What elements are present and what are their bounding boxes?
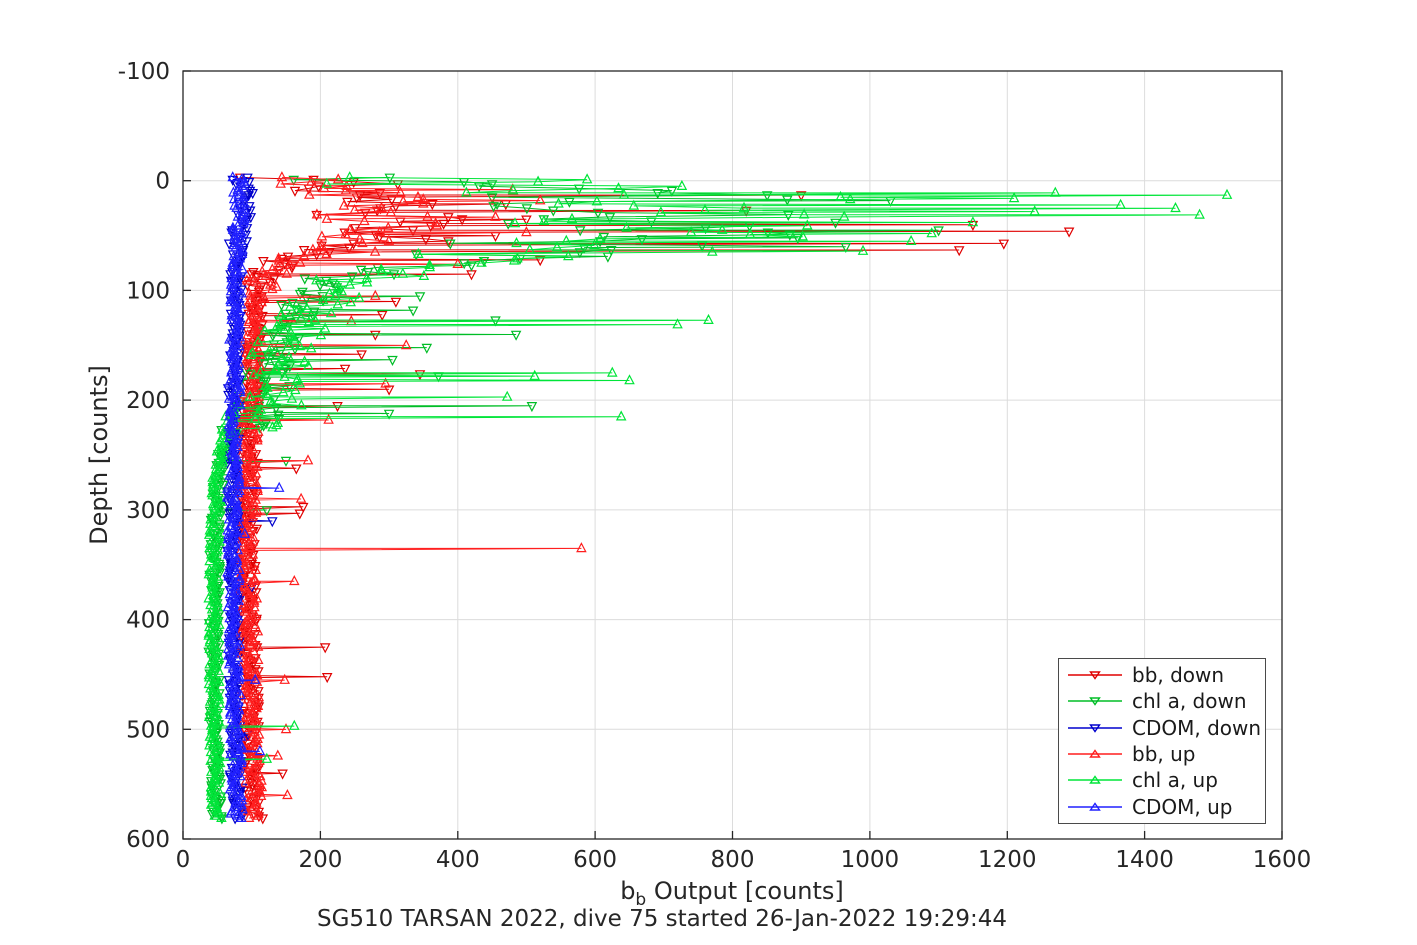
x-ticks (182, 831, 1283, 839)
svg-text:1400: 1400 (1115, 847, 1174, 873)
series-bb-up-markers (234, 171, 587, 822)
series-chl-a-down-markers (203, 173, 944, 825)
legend-label: chl a, down (1132, 689, 1247, 714)
legend-marker-triangle-down-icon (1068, 671, 1122, 680)
y-ticks (183, 70, 191, 840)
svg-text:400: 400 (126, 608, 170, 634)
svg-text:0: 0 (155, 169, 170, 195)
svg-text:200: 200 (298, 847, 342, 873)
legend-marker-triangle-down-icon (1068, 724, 1122, 733)
y-tick-labels: -100 0 100 200 300 400 500 600 (118, 59, 170, 853)
svg-text:500: 500 (126, 717, 170, 743)
svg-text:1600: 1600 (1253, 847, 1312, 873)
legend-marker-triangle-up-icon (1068, 802, 1122, 811)
svg-text:800: 800 (711, 847, 755, 873)
svg-text:-100: -100 (118, 59, 170, 85)
svg-text:1200: 1200 (978, 847, 1037, 873)
legend-label: CDOM, down (1132, 715, 1262, 740)
y-axis-label: Depth [counts] (85, 365, 113, 545)
svg-text:600: 600 (126, 827, 170, 853)
legend-marker-triangle-up-icon (1068, 775, 1122, 785)
series-bb-down-line (238, 176, 1070, 819)
legend-label: chl a, up (1132, 768, 1218, 793)
legend-label: bb, up (1132, 742, 1196, 767)
x-axis-label: bb Output [counts] (620, 877, 844, 910)
legend-row-bb-down: bb, down (1059, 662, 1265, 688)
svg-text:400: 400 (436, 847, 480, 873)
legend-row-chl-a-up: chl a, up (1059, 767, 1265, 793)
svg-text:200: 200 (126, 388, 170, 414)
legend-label: bb, down (1132, 663, 1225, 688)
svg-text:0: 0 (176, 847, 191, 873)
svg-text:600: 600 (573, 847, 617, 873)
legend-box: bb, down chl a, down CDOM, down bb, up chl a… (1058, 658, 1266, 824)
legend-marker-triangle-down-icon (1068, 697, 1122, 707)
legend-row-bb-up: bb, up (1059, 741, 1265, 767)
series-bb-down-markers (234, 173, 1075, 825)
legend-marker-triangle-up-icon (1068, 749, 1122, 758)
series-chl-a-up-line (207, 176, 1228, 819)
legend-row-chl-a-down: chl a, down (1059, 688, 1265, 714)
x-tick-labels: 0 200 400 600 800 1000 1200 1400 1600 (176, 847, 1312, 873)
legend-row-cdom-down: CDOM, down (1059, 715, 1265, 741)
svg-text:100: 100 (126, 278, 170, 304)
svg-text:1000: 1000 (841, 847, 900, 873)
series-cdom-up-markers (222, 171, 285, 822)
legend-label: CDOM, up (1132, 794, 1233, 819)
svg-text:300: 300 (126, 498, 170, 524)
legend-row-cdom-up: CDOM, up (1059, 794, 1265, 820)
series-chl-a-down-line (207, 176, 939, 819)
figure-title: SG510 TARSAN 2022, dive 75 started 26-Ja… (317, 906, 1007, 932)
